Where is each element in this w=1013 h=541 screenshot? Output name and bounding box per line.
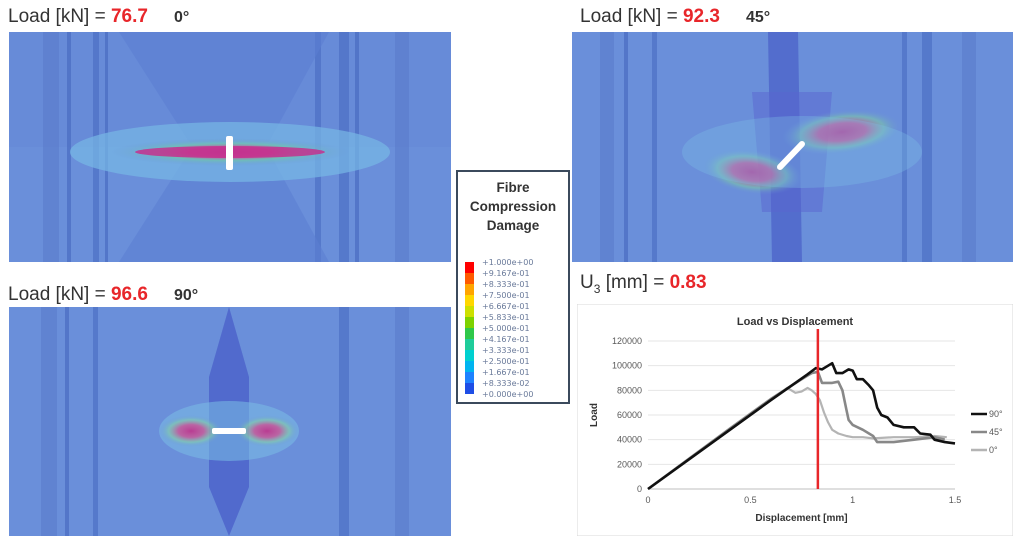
y-tick-label: 20000 — [617, 459, 642, 469]
panel-label-0deg: Load [kN] = 76.7 0° — [8, 6, 189, 28]
readout-value: 0.83 — [669, 272, 707, 293]
panel-label-90deg: Load [kN] = 96.6 90° — [8, 284, 198, 306]
legend-swatch — [465, 372, 474, 383]
readout-label: U — [580, 272, 594, 293]
legend-label: 0° — [989, 445, 998, 455]
load-displacement-chart: Load vs Displacement 0 20000 40000 60000 8000… — [576, 303, 1013, 537]
angle-label: 90° — [173, 287, 199, 304]
displacement-readout: U3 [mm] = 0.83 — [580, 272, 707, 296]
fea-panel-0deg — [9, 32, 451, 262]
legend-tick-label: +7.500e-01 — [482, 291, 530, 300]
color-legend: Fibre Compression Damage +1.000e+00 +9.16… — [456, 170, 570, 404]
load-label: Load [kN] = — [8, 284, 111, 305]
legend-swatch — [465, 350, 474, 361]
legend-swatch — [465, 284, 474, 295]
angle-label: 45° — [745, 9, 771, 26]
legend-swatch — [465, 295, 474, 306]
panel-label-45deg: Load [kN] = 92.3 45° — [580, 6, 770, 28]
legend-swatch — [465, 339, 474, 350]
load-value: 96.6 — [110, 284, 148, 305]
legend-swatch — [465, 306, 474, 317]
y-axis-label: Load — [589, 403, 600, 427]
readout-unit: [mm] = — [600, 272, 670, 293]
legend-tick-label: +4.167e-01 — [482, 335, 530, 344]
legend-title-line: Fibre — [496, 180, 530, 195]
series-line — [647, 361, 956, 491]
fea-panel-45deg — [572, 32, 1013, 262]
load-value: 76.7 — [110, 6, 148, 27]
y-tick-label: 80000 — [617, 385, 642, 395]
x-tick-label: 0.5 — [744, 495, 757, 505]
legend-label: 90° — [989, 409, 1003, 419]
legend-swatch — [465, 328, 474, 339]
legend-tick-label: +8.333e-02 — [482, 379, 530, 388]
y-tick-label: 0 — [637, 484, 642, 494]
legend-swatch — [465, 273, 474, 284]
legend-tick-label: +1.000e+00 — [482, 258, 534, 267]
chart-title: Load vs Displacement — [737, 316, 853, 328]
legend-swatch — [465, 383, 474, 394]
legend-tick-label: +3.333e-01 — [482, 346, 530, 355]
legend-swatch — [465, 317, 474, 328]
legend-label: 45° — [989, 427, 1003, 437]
legend-title-line: Damage — [486, 218, 540, 233]
y-tick-label: 120000 — [612, 336, 642, 346]
chart-frame — [576, 303, 1013, 537]
readout-subscript: 3 — [593, 281, 601, 296]
legend-swatch — [465, 262, 474, 273]
x-tick-label: 0 — [645, 495, 650, 505]
x-tick-label: 1.5 — [949, 495, 962, 505]
legend-tick-label: +2.500e-01 — [482, 357, 530, 366]
legend-tick-label: +0.000e+00 — [482, 390, 534, 399]
legend-tick-label: +5.833e-01 — [482, 313, 530, 322]
y-tick-label: 60000 — [617, 410, 642, 420]
x-tick-label: 1 — [850, 495, 855, 505]
damage-contour-45deg — [572, 32, 1013, 262]
y-tick-label: 40000 — [617, 435, 642, 445]
load-label: Load [kN] = — [580, 6, 683, 27]
load-label: Load [kN] = — [8, 6, 111, 27]
angle-label: 0° — [173, 9, 190, 26]
chart-svg: Load vs Displacement 0 20000 40000 60000 8000… — [576, 303, 1013, 537]
legend-tick-label: +9.167e-01 — [482, 269, 530, 278]
legend-tick-label: +5.000e-01 — [482, 324, 530, 333]
x-axis-label: Displacement [mm] — [755, 513, 847, 524]
legend-tick-label: +8.333e-01 — [482, 280, 530, 289]
legend-swatch — [465, 361, 474, 372]
load-value: 92.3 — [682, 6, 720, 27]
damage-contour-90deg — [9, 307, 451, 536]
legend-tick-label: +6.667e-01 — [482, 302, 530, 311]
fea-panel-90deg — [9, 307, 451, 536]
legend-title-line: Compression — [469, 199, 557, 214]
legend-title: Fibre Compression Damage — [458, 178, 568, 235]
legend-tick-label: +1.667e-01 — [482, 368, 530, 377]
y-tick-label: 100000 — [612, 361, 642, 371]
damage-contour-0deg — [9, 32, 451, 262]
